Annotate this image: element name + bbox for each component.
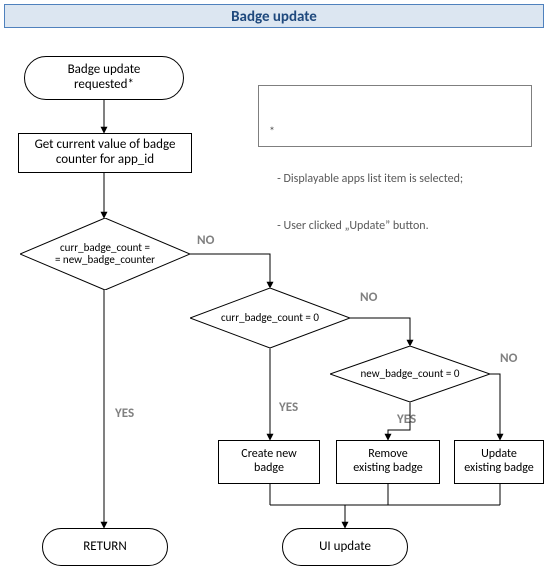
label-d1-no: NO [197, 233, 214, 248]
node-decision-3: new_badge_count = 0 [330, 346, 490, 402]
note-line-1: - Displayable apps list item is selected… [269, 172, 521, 188]
label-d3-no: NO [500, 351, 517, 366]
node-decision-1-text: curr_badge_count == new_badge_counter [55, 242, 155, 266]
label-d2-yes: YES [279, 400, 298, 415]
title-bar: Badge update [4, 4, 544, 28]
node-return-text: RETURN [83, 540, 127, 555]
node-start-text: Badge updaterequested* [68, 63, 141, 93]
title-text: Badge update [231, 8, 317, 26]
edge-d3-no-to-update [490, 374, 500, 440]
node-decision-2: curr_badge_count = 0 [190, 288, 350, 348]
node-create-badge: Create newbadge [218, 440, 320, 484]
node-decision-3-text: new_badge_count = 0 [361, 368, 460, 380]
node-create-badge-text: Create newbadge [241, 448, 296, 476]
node-get-value-text: Get current value of badgecounter for ap… [35, 138, 176, 168]
edge-d2-no-to-d3 [350, 318, 410, 346]
node-get-value: Get current value of badgecounter for ap… [18, 133, 192, 173]
note-line-0: * [269, 125, 521, 141]
label-d3-yes: YES [397, 412, 416, 427]
node-ui-update-text: UI update [319, 540, 371, 555]
label-d1-yes: YES [115, 406, 134, 421]
label-d2-no: NO [360, 290, 377, 305]
edge-d1-no-to-d2 [190, 254, 270, 288]
node-remove-badge-text: Removeexisting badge [353, 448, 423, 476]
node-start: Badge updaterequested* [24, 56, 184, 100]
node-remove-badge: Removeexisting badge [336, 440, 440, 484]
node-update-badge-text: Updateexisting badge [464, 448, 534, 476]
note-box: * - Displayable apps list item is select… [258, 85, 532, 147]
node-decision-1: curr_badge_count == new_badge_counter [20, 218, 190, 290]
node-decision-2-text: curr_badge_count = 0 [221, 312, 319, 324]
note-line-2: - User clicked „Update” button. [269, 219, 521, 235]
node-ui-update: UI update [282, 528, 408, 566]
node-update-badge: Updateexisting badge [454, 440, 544, 484]
node-return: RETURN [42, 528, 168, 566]
